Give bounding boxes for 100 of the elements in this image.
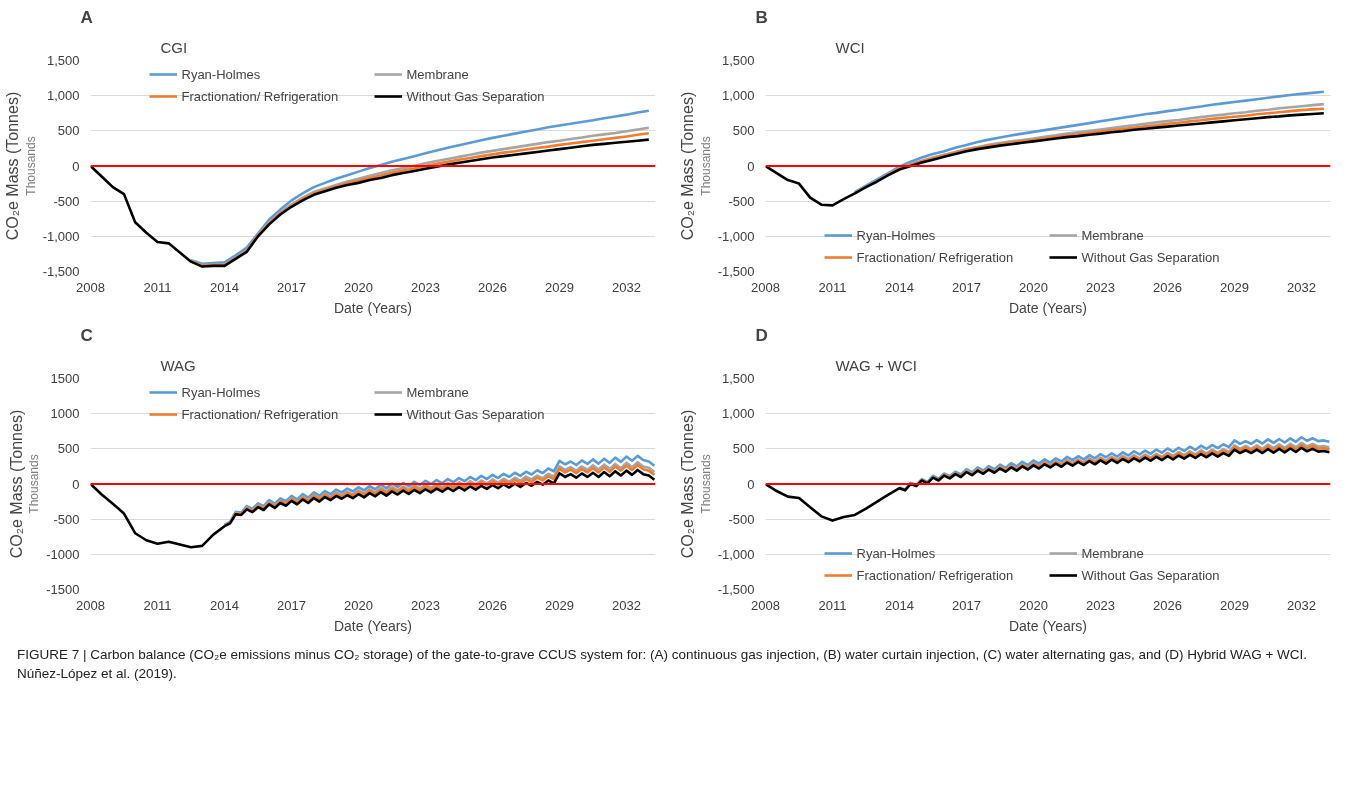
y-tick-label: 0 bbox=[72, 158, 80, 174]
y-tick-label: 500 bbox=[57, 123, 80, 139]
x-tick-label: 2023 bbox=[411, 279, 440, 295]
x-tick-label: 2029 bbox=[1220, 597, 1249, 613]
y-tick-label: 500 bbox=[732, 441, 755, 457]
legend-label: Membrane bbox=[1081, 545, 1145, 561]
y-axis-title: CO₂e Mass (Tonnes) bbox=[7, 409, 25, 559]
legend-label: Without Gas Separation bbox=[406, 406, 546, 422]
y-tick-label: -1,000 bbox=[717, 228, 755, 244]
y-tick-label: 500 bbox=[57, 441, 80, 457]
y-tick-label: -1,000 bbox=[42, 228, 80, 244]
y-tick-label: 1,500 bbox=[721, 371, 755, 386]
x-tick-label: 2014 bbox=[210, 597, 239, 613]
x-tick-label: 2032 bbox=[612, 597, 641, 613]
legend-label: Ryan-Holmes bbox=[181, 384, 262, 400]
x-tick-label: 2032 bbox=[1287, 279, 1316, 295]
x-axis-title: Date (Years) bbox=[1008, 617, 1088, 634]
x-tick-label: 2023 bbox=[1086, 279, 1115, 295]
x-tick-label: 2029 bbox=[545, 597, 574, 613]
y-tick-label: -500 bbox=[728, 193, 755, 209]
legend-label: Without Gas Separation bbox=[1081, 249, 1221, 265]
y-tick-label: -1,500 bbox=[717, 582, 755, 597]
legend-label: Ryan-Holmes bbox=[856, 227, 937, 243]
y-tick-label: -1,500 bbox=[42, 264, 80, 279]
legend-label: Fractionation/ Refrigeration bbox=[181, 406, 340, 422]
x-tick-label: 2008 bbox=[76, 279, 105, 295]
x-tick-label: 2014 bbox=[210, 279, 239, 295]
x-tick-label: 2026 bbox=[478, 279, 507, 295]
caption: FIGURE 7 | Carbon balance (CO₂e emissions minus CO₂ storage) of the gate-to-grave CCUS system for: (A) continuous gas injection, (B) water curtain injection, (C) water alternating gas, and (D) Hybrid WAG + WCI. Núñez-López et al. (2019). bbox=[17, 646, 1309, 684]
y-tick-label: 1500 bbox=[50, 371, 80, 386]
x-tick-label: 2017 bbox=[952, 597, 981, 613]
chart-title: C bbox=[80, 325, 93, 345]
x-tick-label: 2023 bbox=[1086, 597, 1115, 613]
x-axis-title: Date (Years) bbox=[333, 617, 413, 634]
x-tick-label: 2032 bbox=[1287, 597, 1316, 613]
chart-subtitle: CGI bbox=[160, 38, 188, 56]
x-tick-label: 2011 bbox=[143, 279, 172, 295]
chart-subtitle: WAG bbox=[160, 356, 196, 374]
y-tick-label: 0 bbox=[72, 476, 80, 492]
y-tick-label: 1,500 bbox=[46, 53, 80, 68]
chart-title: B bbox=[755, 7, 768, 27]
y-tick-label: 1,000 bbox=[46, 88, 80, 104]
y-tick-label: -1,000 bbox=[717, 546, 755, 562]
x-tick-label: 2029 bbox=[1220, 279, 1249, 295]
y-tick-label: -1000 bbox=[46, 546, 80, 562]
x-tick-label: 2011 bbox=[818, 279, 847, 295]
y-tick-label: -1500 bbox=[46, 582, 80, 597]
x-tick-label: 2029 bbox=[545, 279, 574, 295]
x-tick-label: 2008 bbox=[751, 597, 780, 613]
y-axis-title: CO₂e Mass (Tonnes) bbox=[678, 91, 696, 241]
x-tick-label: 2017 bbox=[277, 597, 306, 613]
x-tick-label: 2020 bbox=[344, 279, 373, 295]
legend-label: Fractionation/ Refrigeration bbox=[181, 88, 340, 104]
y-tick-label: -500 bbox=[728, 511, 755, 527]
legend-label: Membrane bbox=[406, 384, 470, 400]
chart-title: D bbox=[755, 325, 768, 345]
x-axis-title: Date (Years) bbox=[333, 299, 413, 316]
x-tick-label: 2014 bbox=[885, 279, 914, 295]
legend-label: Ryan-Holmes bbox=[856, 545, 937, 561]
y-tick-label: 0 bbox=[747, 158, 755, 174]
text: Thousands bbox=[27, 454, 42, 514]
legend-label: Without Gas Separation bbox=[406, 88, 546, 104]
legend-label: Fractionation/ Refrigeration bbox=[856, 249, 1015, 265]
x-tick-label: 2020 bbox=[1019, 597, 1048, 613]
x-tick-label: 2017 bbox=[277, 279, 306, 295]
y-tick-label: -1,500 bbox=[717, 264, 755, 279]
y-tick-label: 1,500 bbox=[721, 53, 755, 68]
y-tick-label: 1,000 bbox=[721, 406, 755, 422]
y-tick-label: 1,000 bbox=[721, 88, 755, 104]
y-tick-label: -500 bbox=[53, 511, 80, 527]
y-axis-title: CO₂e Mass (Tonnes) bbox=[678, 409, 696, 559]
y-tick-label: -500 bbox=[53, 193, 80, 209]
text: Thousands bbox=[23, 136, 38, 196]
legend-label: Without Gas Separation bbox=[1081, 567, 1221, 583]
x-tick-label: 2032 bbox=[612, 279, 641, 295]
x-tick-label: 2011 bbox=[818, 597, 847, 613]
y-axis-title: CO₂e Mass (Tonnes) bbox=[3, 91, 21, 241]
x-tick-label: 2026 bbox=[1153, 279, 1182, 295]
chart-subtitle: WCI bbox=[835, 38, 865, 56]
x-tick-label: 2020 bbox=[1019, 279, 1048, 295]
chart-subtitle: WAG + WCI bbox=[835, 356, 918, 374]
y-tick-label: 1000 bbox=[50, 406, 80, 422]
y-tick-label: 0 bbox=[747, 476, 755, 492]
y-tick-label: 500 bbox=[732, 123, 755, 139]
legend-label: Ryan-Holmes bbox=[181, 66, 262, 82]
x-axis-title: Date (Years) bbox=[1008, 299, 1088, 316]
x-tick-label: 2008 bbox=[751, 279, 780, 295]
legend-label: Membrane bbox=[1081, 227, 1145, 243]
x-tick-label: 2026 bbox=[478, 597, 507, 613]
x-tick-label: 2011 bbox=[143, 597, 172, 613]
x-tick-label: 2026 bbox=[1153, 597, 1182, 613]
text: Thousands bbox=[698, 454, 713, 514]
x-tick-label: 2023 bbox=[411, 597, 440, 613]
x-tick-label: 2017 bbox=[952, 279, 981, 295]
x-tick-label: 2020 bbox=[344, 597, 373, 613]
legend-label: Membrane bbox=[406, 66, 470, 82]
x-tick-label: 2014 bbox=[885, 597, 914, 613]
x-tick-label: 2008 bbox=[76, 597, 105, 613]
text: Thousands bbox=[698, 136, 713, 196]
chart-title: A bbox=[80, 7, 93, 27]
